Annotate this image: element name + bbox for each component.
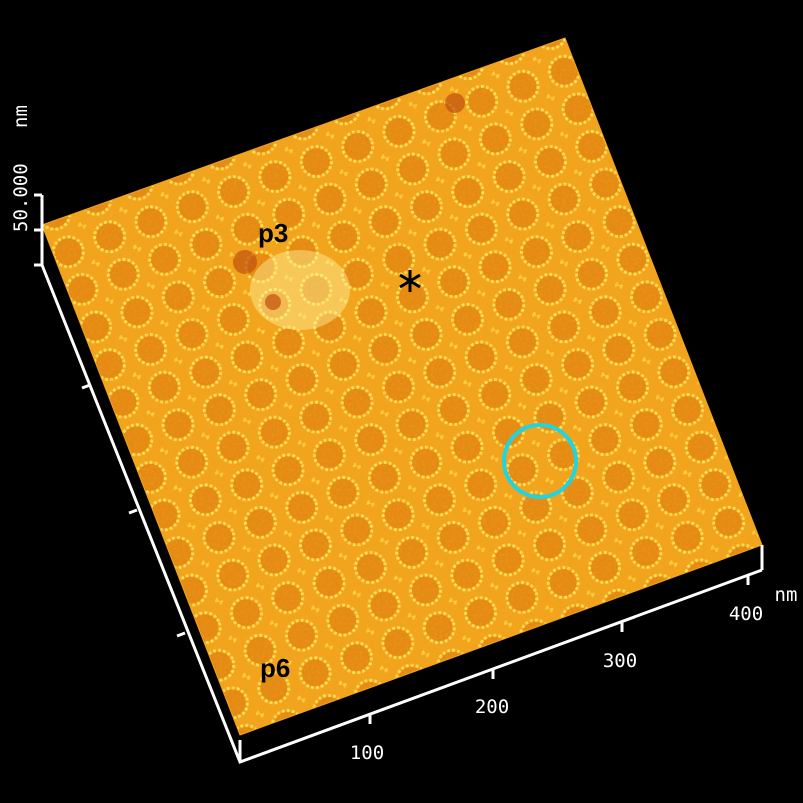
region-label: p6 — [260, 653, 290, 683]
x-tick-label: 300 — [603, 650, 637, 672]
x-tick-label: 200 — [475, 696, 509, 718]
region-label: p3 — [258, 218, 288, 248]
z-unit: nm — [10, 105, 32, 128]
x-unit: nm — [775, 584, 798, 606]
x-tick-label: 100 — [350, 742, 384, 764]
z-tick-label: 50.000 — [10, 163, 32, 232]
star-marker — [399, 270, 421, 292]
axes — [34, 193, 764, 764]
x-tick-label: 400 — [729, 603, 763, 625]
highlight-circle — [502, 423, 578, 499]
